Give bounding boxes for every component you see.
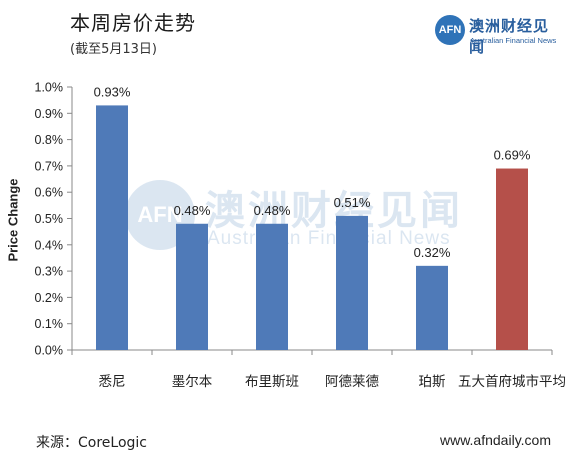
data-label: 0.93%	[94, 84, 131, 99]
y-tick-label: 0.0%	[35, 344, 64, 358]
x-tick-label: 悉尼	[99, 374, 126, 390]
x-tick-label: 布里斯班	[245, 374, 299, 390]
chart-subtitle: (截至5月13日)	[70, 42, 157, 57]
y-tick-label: 0.2%	[35, 291, 64, 305]
bar	[96, 105, 128, 350]
logo-name-cn: 澳洲财经见闻	[469, 17, 550, 56]
afn-logo-icon: AFN	[435, 15, 465, 45]
chart-title: 本周房价走势	[70, 11, 196, 35]
logo-name-en: Australian Financial News	[470, 36, 557, 45]
y-tick-label: 0.5%	[35, 212, 64, 226]
y-tick-label: 0.1%	[35, 317, 64, 331]
x-tick-label: 阿德莱德	[325, 374, 379, 390]
data-label: 0.48%	[174, 203, 211, 218]
afn-logo: AFN 澳洲财经见闻 Australian Financial News	[435, 10, 560, 56]
y-tick-label: 0.4%	[35, 238, 64, 252]
data-label: 0.32%	[414, 245, 451, 260]
data-label: 0.51%	[334, 195, 371, 210]
data-label: 0.69%	[494, 148, 531, 163]
y-tick-label: 0.9%	[35, 107, 64, 121]
bar	[496, 168, 528, 350]
watermark-logo-icon: AFN	[125, 180, 195, 250]
website-url: www.afndaily.com	[439, 432, 551, 448]
bar	[256, 223, 288, 350]
y-tick-label: 0.6%	[35, 186, 64, 200]
bar	[416, 265, 448, 350]
watermark-name-cn: 澳洲财经见闻	[205, 188, 463, 234]
x-tick-label: 墨尔本	[172, 374, 213, 390]
bar	[176, 223, 208, 350]
x-tick-label: 五大首府城市平均	[458, 373, 566, 390]
y-tick-label: 0.7%	[35, 159, 64, 173]
y-tick-label: 0.8%	[35, 133, 64, 147]
bar	[336, 215, 368, 350]
y-tick-label: 0.3%	[35, 265, 64, 279]
source-note: 来源：CoreLogic	[36, 435, 147, 451]
x-tick-label: 珀斯	[419, 374, 446, 390]
y-tick-label: 1.0%	[35, 81, 64, 95]
data-label: 0.48%	[254, 203, 291, 218]
